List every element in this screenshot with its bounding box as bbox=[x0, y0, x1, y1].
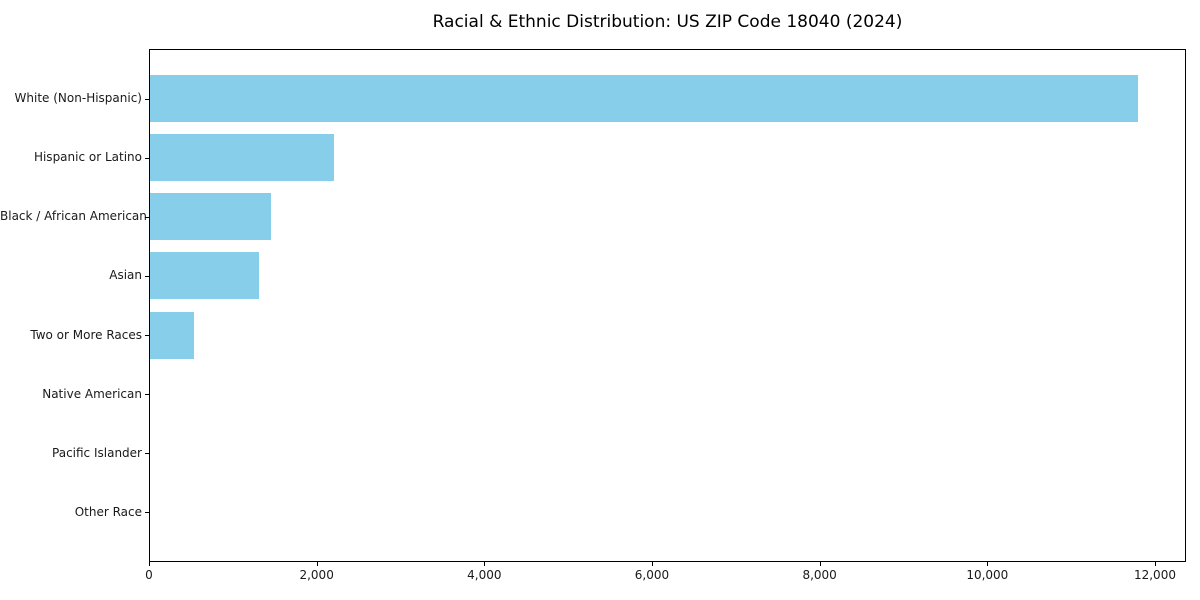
y-axis-category-label: Pacific Islander bbox=[52, 445, 142, 460]
y-axis-category-label: Asian bbox=[109, 268, 142, 283]
bar bbox=[150, 311, 195, 359]
y-tick-mark bbox=[145, 394, 149, 396]
x-tick-label: 10,000 bbox=[966, 568, 1009, 582]
y-tick-mark bbox=[145, 157, 149, 159]
x-tick-mark bbox=[987, 562, 989, 566]
y-tick-mark bbox=[145, 216, 149, 218]
y-axis-category-label: Black / African American bbox=[0, 209, 147, 224]
y-tick-mark bbox=[145, 512, 149, 514]
y-axis-category-label: Other Race bbox=[74, 504, 142, 519]
chart-title: Racial & Ethnic Distribution: US ZIP Cod… bbox=[432, 12, 903, 32]
bar bbox=[150, 75, 1138, 123]
x-tick-label: 4,000 bbox=[467, 568, 502, 582]
x-tick-label: 8,000 bbox=[802, 568, 837, 582]
x-tick-mark bbox=[651, 562, 653, 566]
y-tick-mark bbox=[145, 453, 149, 455]
x-tick-mark bbox=[819, 562, 821, 566]
bar bbox=[150, 252, 259, 300]
y-tick-mark bbox=[145, 98, 149, 100]
x-tick-mark bbox=[484, 562, 486, 566]
y-tick-mark bbox=[145, 335, 149, 337]
y-axis-category-label: White (Non-Hispanic) bbox=[14, 91, 142, 106]
y-axis-category-label: Hispanic or Latino bbox=[33, 150, 142, 165]
x-tick-mark bbox=[316, 562, 318, 566]
plot-area bbox=[149, 49, 1186, 562]
x-tick-mark bbox=[149, 562, 150, 566]
y-tick-mark bbox=[145, 275, 149, 277]
bar bbox=[150, 193, 271, 241]
x-tick-mark bbox=[1154, 562, 1156, 566]
bar bbox=[150, 134, 335, 182]
x-tick-label: 2,000 bbox=[299, 568, 334, 582]
x-tick-label: 0 bbox=[145, 568, 153, 582]
y-axis-category-label: Two or More Races bbox=[30, 327, 142, 342]
x-tick-label: 12,000 bbox=[1133, 568, 1176, 582]
x-tick-label: 6,000 bbox=[634, 568, 670, 582]
y-axis-category-label: Native American bbox=[42, 386, 142, 401]
